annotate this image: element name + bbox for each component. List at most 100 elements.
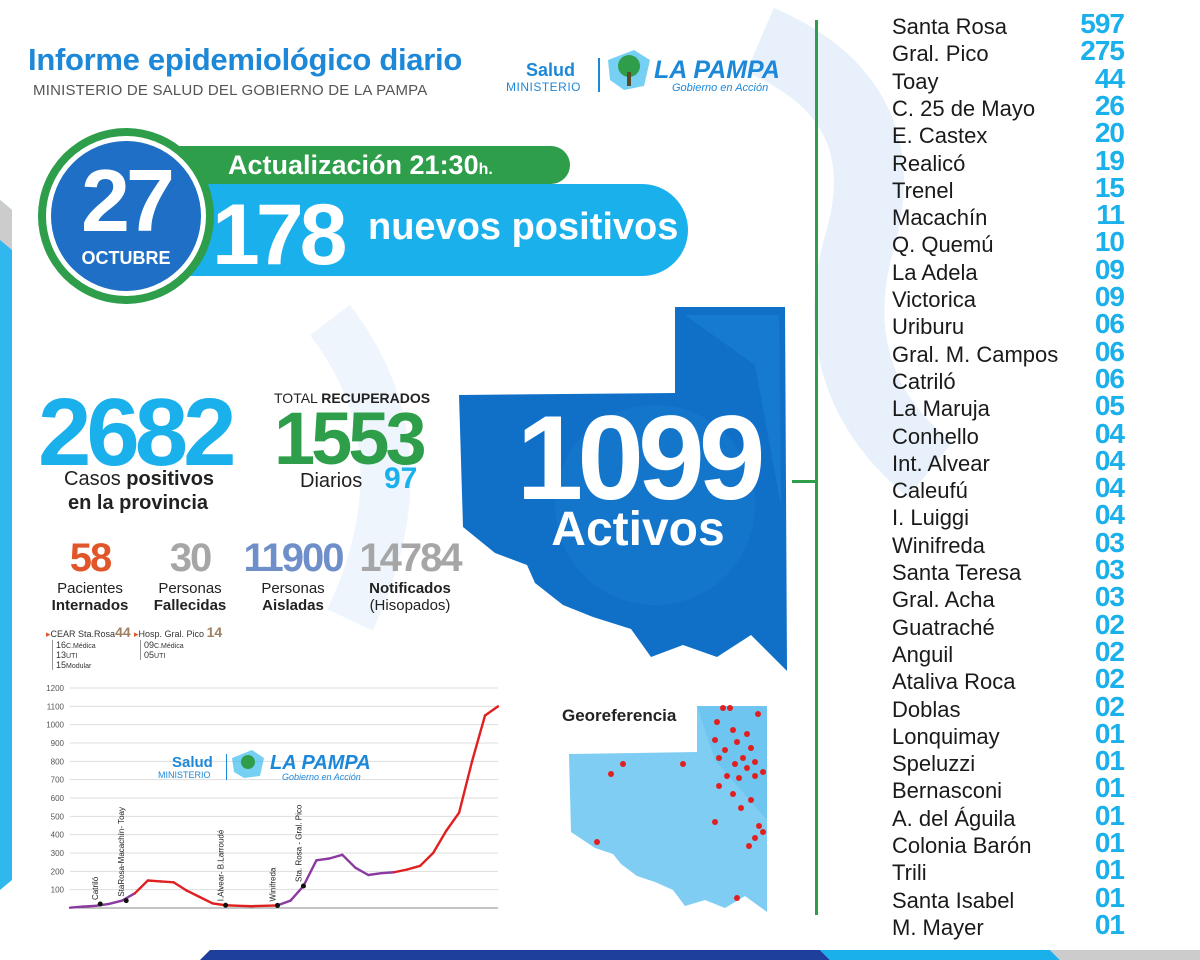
logo-salud: Salud bbox=[526, 60, 576, 80]
municipality-value: 03 bbox=[1094, 526, 1125, 558]
municipality-value: 04 bbox=[1094, 417, 1125, 449]
chart-point bbox=[407, 869, 408, 870]
municipality-name: La Adela bbox=[892, 259, 978, 285]
municipality-name: Doblas bbox=[892, 696, 961, 722]
municipality-value: 04 bbox=[1094, 444, 1125, 476]
municipality-name: Trenel bbox=[892, 177, 954, 203]
chart-point bbox=[290, 900, 291, 901]
recovered-value: 1553 bbox=[274, 397, 427, 480]
chart-logo-divider bbox=[226, 754, 227, 780]
hospital-cear-row: 16C.Médica bbox=[56, 640, 96, 650]
stat-value: 14784 bbox=[359, 536, 462, 580]
chart-point bbox=[329, 858, 330, 859]
municipality-name: Macachín bbox=[892, 205, 988, 231]
chart-point bbox=[446, 830, 447, 831]
chart-annotation-label: Sta. Rosa - Gral. Pico bbox=[294, 804, 303, 882]
divider-tick bbox=[792, 480, 816, 483]
chart-line-segment bbox=[133, 879, 150, 895]
logo-la-pampa: LA PAMPA bbox=[654, 56, 780, 84]
recovered-daily-label: Diarios bbox=[300, 470, 363, 492]
chart-y-tick-label: 400 bbox=[51, 831, 65, 840]
total-cases-label: Casos positivos bbox=[64, 468, 215, 490]
stat-value: 30 bbox=[169, 536, 213, 580]
stat-label: Personas bbox=[158, 580, 222, 597]
chart-point bbox=[316, 860, 317, 861]
municipality-value: 02 bbox=[1094, 663, 1125, 695]
update-banner bbox=[170, 146, 570, 184]
chart-line-segment bbox=[185, 889, 201, 899]
new-cases-banner bbox=[120, 184, 688, 276]
municipality-value: 01 bbox=[1094, 745, 1125, 777]
stat-notificados: 14784 Notificados (Hisopados) bbox=[352, 536, 468, 614]
hospital-cear-row: 15Modular bbox=[56, 660, 92, 670]
chart-point bbox=[381, 873, 382, 874]
chart-annotation-marker bbox=[97, 901, 103, 907]
municipality-value: 19 bbox=[1094, 144, 1125, 176]
recovered-label: TOTAL RECUPERADOS bbox=[274, 390, 431, 406]
chart-annotation-label: Catriló bbox=[91, 876, 100, 900]
chart-annotation-marker bbox=[123, 898, 129, 904]
chart-point bbox=[433, 852, 434, 853]
municipality-name: Int. Alvear bbox=[892, 450, 990, 476]
municipality-value: 44 bbox=[1094, 62, 1125, 94]
municipality-name: C. 25 de Mayo bbox=[892, 95, 1036, 121]
municipality-name: M. Mayer bbox=[892, 914, 984, 940]
hospital-cear-row: 13UTI bbox=[56, 650, 78, 660]
chart-y-tick-label: 800 bbox=[51, 757, 65, 766]
chart-point bbox=[186, 890, 187, 891]
stat-value: 58 bbox=[69, 536, 113, 580]
chart-line-segment bbox=[198, 895, 214, 905]
municipality-name: E. Castex bbox=[892, 123, 988, 149]
municipality-value: 06 bbox=[1094, 335, 1125, 367]
chart-y-tick-label: 600 bbox=[51, 794, 65, 803]
chart-point bbox=[95, 905, 96, 906]
municipality-name: Santa Isabel bbox=[892, 887, 1015, 913]
chart-line-segment bbox=[393, 868, 409, 874]
chart-line-segment bbox=[107, 899, 124, 906]
chart-y-tick-label: 1200 bbox=[46, 684, 64, 693]
municipality-name: A. del Águila bbox=[892, 805, 1016, 831]
municipality-value: 01 bbox=[1094, 908, 1125, 940]
chart-line-segment bbox=[354, 866, 370, 877]
municipality-value: 06 bbox=[1094, 308, 1125, 340]
stat-label-bold: Internados bbox=[51, 597, 129, 614]
chart-annotation-marker bbox=[275, 902, 281, 908]
municipality-value: 01 bbox=[1094, 799, 1125, 831]
chart-point bbox=[82, 906, 83, 907]
municipality-name: Ataliva Roca bbox=[892, 669, 1016, 695]
chart-point bbox=[212, 903, 213, 904]
municipality-name: Catriló bbox=[892, 368, 956, 394]
chart-y-tick-label: 1000 bbox=[46, 721, 64, 730]
logo-divider bbox=[598, 58, 600, 92]
chart-line-segment bbox=[470, 714, 487, 763]
municipality-name: Realicó bbox=[892, 150, 966, 176]
chart-point bbox=[238, 905, 239, 906]
chart-point bbox=[342, 854, 343, 855]
chart-point bbox=[108, 903, 109, 904]
date-day: 27 bbox=[81, 151, 175, 250]
column-divider bbox=[815, 20, 818, 915]
stat-fallecidas: 30 Personas Fallecidas bbox=[140, 536, 240, 614]
municipality-value: 15 bbox=[1094, 171, 1125, 203]
hospital-cear: ▸CEAR Sta.Rosa44 16C.Médica 13UTI 15Modu… bbox=[46, 624, 131, 670]
chart-point bbox=[173, 882, 174, 883]
municipality-name: Winifreda bbox=[892, 532, 985, 558]
chart-y-tick-label: 900 bbox=[51, 739, 65, 748]
chart-point bbox=[484, 715, 485, 716]
chart-annotation-marker bbox=[223, 902, 229, 908]
municipality-value: 26 bbox=[1094, 89, 1125, 121]
municipality-value: 275 bbox=[1080, 35, 1125, 67]
chart-y-tick-label: 1100 bbox=[47, 702, 65, 711]
chart-point bbox=[121, 900, 122, 901]
georeference-label: Georeferencia bbox=[562, 706, 677, 725]
chart-line-segment bbox=[483, 705, 500, 717]
stat-label: (Hisopados) bbox=[369, 597, 451, 614]
municipality-value: 01 bbox=[1094, 772, 1125, 804]
chart-point bbox=[199, 896, 200, 897]
chart-line-segment bbox=[302, 859, 318, 888]
chart-y-tick-label: 200 bbox=[51, 867, 65, 876]
chart-line-segment bbox=[380, 871, 396, 875]
cases-line-chart: 100 200 300 400 500 600 700 800 900 1000 1100 1200 C… bbox=[46, 684, 500, 909]
tree-icon bbox=[608, 50, 650, 90]
